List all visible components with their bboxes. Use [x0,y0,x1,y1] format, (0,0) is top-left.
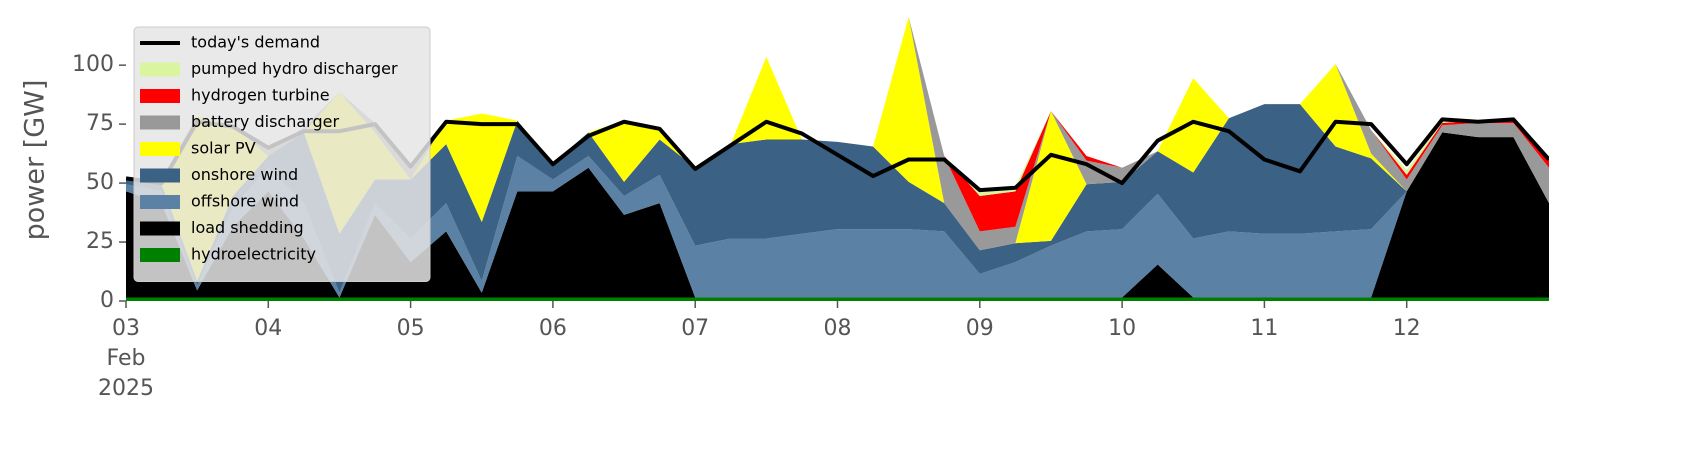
x-tick-label: 06 [539,316,567,341]
area [126,132,1549,298]
y-tick-label: 25 [86,229,114,254]
legend-swatch [140,62,180,77]
x-tick-label: 07 [681,316,709,341]
legend-swatch [140,221,180,236]
legend-swatch [140,142,180,156]
legend-label: offshore wind [191,192,299,211]
legend-box [133,26,431,282]
legend-label: hydrogen turbine [191,86,330,105]
legend-label: pumped hydro discharger [191,59,398,78]
x-tick-label: 12 [1393,316,1421,341]
x-tick-label: 11 [1250,316,1278,341]
legend-label: battery discharger [191,112,339,131]
area [126,104,1549,293]
legend-label: today's demand [191,33,320,52]
x-tick-label: 09 [966,316,994,341]
legend-swatch [140,168,180,183]
x-tick-label: 03 Feb 2025 [98,316,154,401]
x-tick-label: 04 [254,316,282,341]
y-axis-label: power [GW] [20,80,51,241]
area [126,18,1549,281]
legend-swatch [140,115,180,130]
area [126,297,1549,301]
legend-swatch [140,248,180,262]
legend-swatch [140,89,180,103]
legend-label: onshore wind [191,165,298,184]
x-tick-label: 05 [397,316,425,341]
legend-label: hydroelectricity [191,245,316,264]
y-tick-label: 0 [100,288,114,313]
y-tick-label: 50 [86,170,114,195]
legend-swatch [140,195,180,209]
y-tick-label: 75 [86,111,114,136]
x-tick-label: 10 [1108,316,1136,341]
legend-label: load shedding [191,218,304,237]
legend-label: solar PV [191,139,256,158]
y-tick-label: 100 [72,52,114,77]
x-tick-label: 08 [824,316,852,341]
